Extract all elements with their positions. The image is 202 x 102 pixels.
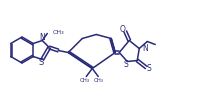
Text: N: N (39, 33, 45, 42)
Text: CH₃: CH₃ (80, 78, 90, 83)
Text: CH₃: CH₃ (94, 78, 104, 83)
Text: S: S (124, 60, 129, 69)
Text: CH₃: CH₃ (52, 30, 64, 35)
Text: S: S (147, 64, 152, 73)
Text: N: N (142, 44, 148, 53)
Text: S: S (39, 58, 44, 67)
Text: O: O (119, 25, 125, 34)
